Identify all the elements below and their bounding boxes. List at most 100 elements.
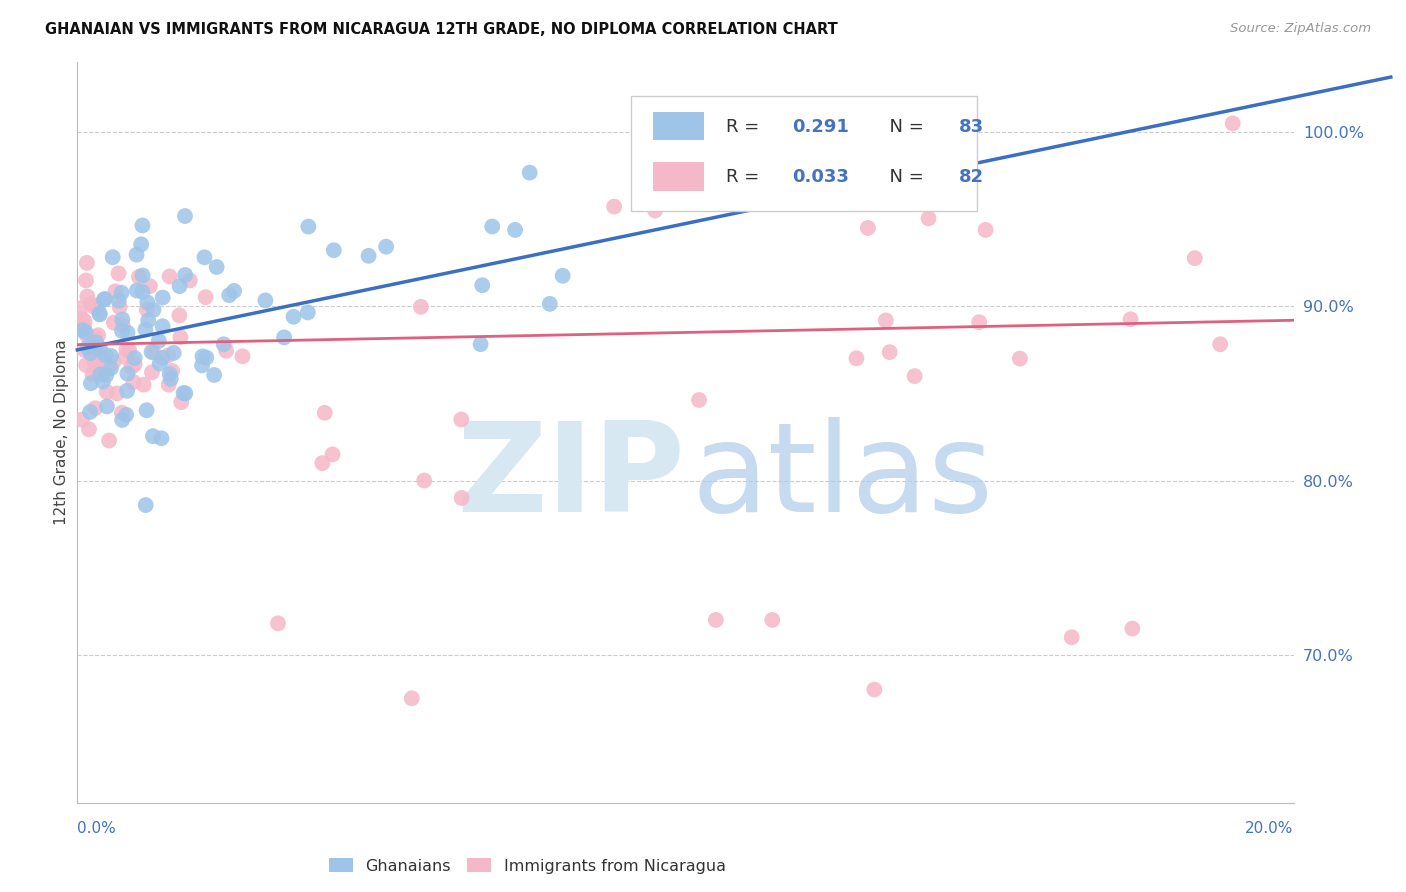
Point xyxy=(222,284,245,298)
Point xyxy=(503,223,526,237)
Point xyxy=(84,335,107,350)
Point xyxy=(90,350,112,364)
Point xyxy=(118,343,141,358)
Point xyxy=(79,405,101,419)
Point xyxy=(73,314,96,328)
Point xyxy=(76,289,98,303)
Point xyxy=(538,297,561,311)
Point xyxy=(160,364,183,378)
Point xyxy=(450,412,472,426)
Point xyxy=(704,613,727,627)
Text: 82: 82 xyxy=(959,169,984,186)
Text: 0.0%: 0.0% xyxy=(77,822,117,837)
Point xyxy=(194,290,217,304)
Point xyxy=(481,219,503,234)
Point xyxy=(1121,622,1143,636)
Point xyxy=(218,288,240,302)
Point xyxy=(644,203,666,218)
Point xyxy=(108,300,131,314)
Point xyxy=(73,343,96,357)
Point xyxy=(100,361,122,376)
Point xyxy=(169,330,191,344)
Point xyxy=(470,337,492,351)
Point xyxy=(84,340,107,354)
Point xyxy=(75,273,97,287)
Point xyxy=(142,302,165,317)
Point xyxy=(322,244,344,258)
Point xyxy=(191,359,214,373)
Point xyxy=(124,351,146,365)
Point xyxy=(80,297,103,311)
Point xyxy=(105,386,128,401)
Point xyxy=(104,285,127,299)
Legend: Ghanaians, Immigrants from Nicaragua: Ghanaians, Immigrants from Nicaragua xyxy=(322,852,733,880)
Point xyxy=(111,413,134,427)
Point xyxy=(89,306,111,320)
Point xyxy=(409,300,432,314)
Point xyxy=(86,300,108,314)
Point xyxy=(283,310,305,324)
Text: atlas: atlas xyxy=(692,417,994,538)
Text: 0.033: 0.033 xyxy=(793,169,849,186)
Point xyxy=(297,305,319,319)
Point xyxy=(150,431,173,445)
Point xyxy=(77,422,100,436)
Point xyxy=(688,392,710,407)
Point xyxy=(111,324,134,338)
Point xyxy=(94,348,117,362)
FancyBboxPatch shape xyxy=(631,95,977,211)
Text: Source: ZipAtlas.com: Source: ZipAtlas.com xyxy=(1230,22,1371,36)
Point xyxy=(79,346,101,360)
Point xyxy=(111,312,134,326)
Point xyxy=(76,340,98,354)
Point xyxy=(115,384,138,398)
Bar xyxy=(652,112,703,140)
Point xyxy=(135,403,157,417)
Point xyxy=(142,429,165,443)
Point xyxy=(163,346,186,360)
Point xyxy=(136,295,159,310)
Point xyxy=(375,240,398,254)
Point xyxy=(75,327,97,342)
Text: N =: N = xyxy=(877,169,929,186)
Point xyxy=(141,365,163,379)
Point xyxy=(551,268,574,283)
Point xyxy=(125,248,148,262)
Point xyxy=(149,357,172,371)
Point xyxy=(1184,251,1206,265)
Point xyxy=(170,395,193,409)
Point xyxy=(69,301,91,316)
Point xyxy=(193,250,215,264)
Y-axis label: 12th Grade, No Diploma: 12th Grade, No Diploma xyxy=(53,340,69,525)
Point xyxy=(131,285,153,299)
Point xyxy=(152,319,174,334)
Point xyxy=(863,682,886,697)
Point xyxy=(169,309,191,323)
Point xyxy=(129,237,152,252)
Point xyxy=(1119,312,1142,326)
Text: GHANAIAN VS IMMIGRANTS FROM NICARAGUA 12TH GRADE, NO DIPLOMA CORRELATION CHART: GHANAIAN VS IMMIGRANTS FROM NICARAGUA 12… xyxy=(45,22,838,37)
Point xyxy=(157,349,180,363)
Point xyxy=(967,315,990,329)
Point xyxy=(115,343,138,357)
Point xyxy=(322,447,344,461)
Point xyxy=(875,313,897,327)
Point xyxy=(152,291,174,305)
Point xyxy=(128,269,150,284)
Point xyxy=(917,211,939,226)
Point xyxy=(93,293,115,307)
Point xyxy=(142,345,165,359)
Point xyxy=(357,249,380,263)
Point xyxy=(103,355,125,369)
Point xyxy=(101,250,124,264)
Point xyxy=(159,372,181,386)
Point xyxy=(173,386,195,401)
Point xyxy=(413,474,436,488)
Point xyxy=(135,498,157,512)
Point xyxy=(72,323,94,337)
Point xyxy=(141,345,163,359)
Point xyxy=(86,366,108,380)
Text: N =: N = xyxy=(877,118,929,136)
Point xyxy=(169,279,191,293)
Point xyxy=(70,312,93,326)
